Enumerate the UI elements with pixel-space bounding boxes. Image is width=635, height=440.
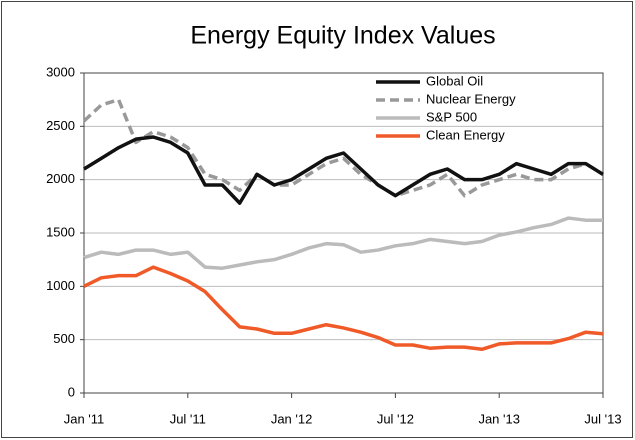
y-tick-label: 1500 xyxy=(46,224,75,239)
plot-area xyxy=(83,72,604,394)
y-tick-label: 0 xyxy=(68,384,75,399)
x-tick-label: Jul '12 xyxy=(377,411,414,426)
y-tick-label: 2000 xyxy=(46,171,75,186)
series-line xyxy=(83,135,604,205)
x-tick-label: Jan '11 xyxy=(64,411,105,426)
legend-label: Clean Energy xyxy=(426,127,505,142)
series-line xyxy=(83,216,603,270)
y-tick-label: 3000 xyxy=(46,64,75,79)
x-tick-label: Jan '13 xyxy=(478,411,520,426)
y-tick-label: 1000 xyxy=(46,278,75,293)
series-line xyxy=(82,97,604,198)
series-line xyxy=(83,265,604,352)
y-tick-label: 2500 xyxy=(46,118,75,133)
x-tick-label: Jan '12 xyxy=(271,411,313,426)
legend-label: Nuclear Energy xyxy=(426,91,516,106)
y-tick-label: 500 xyxy=(53,331,75,346)
x-tick-label: Jul '11 xyxy=(170,411,206,426)
legend-label: S&P 500 xyxy=(426,109,477,124)
x-tick-label: Jul '13 xyxy=(584,411,621,426)
legend-label: Global Oil xyxy=(426,73,483,88)
chart-title: Energy Equity Index Values xyxy=(190,22,495,50)
